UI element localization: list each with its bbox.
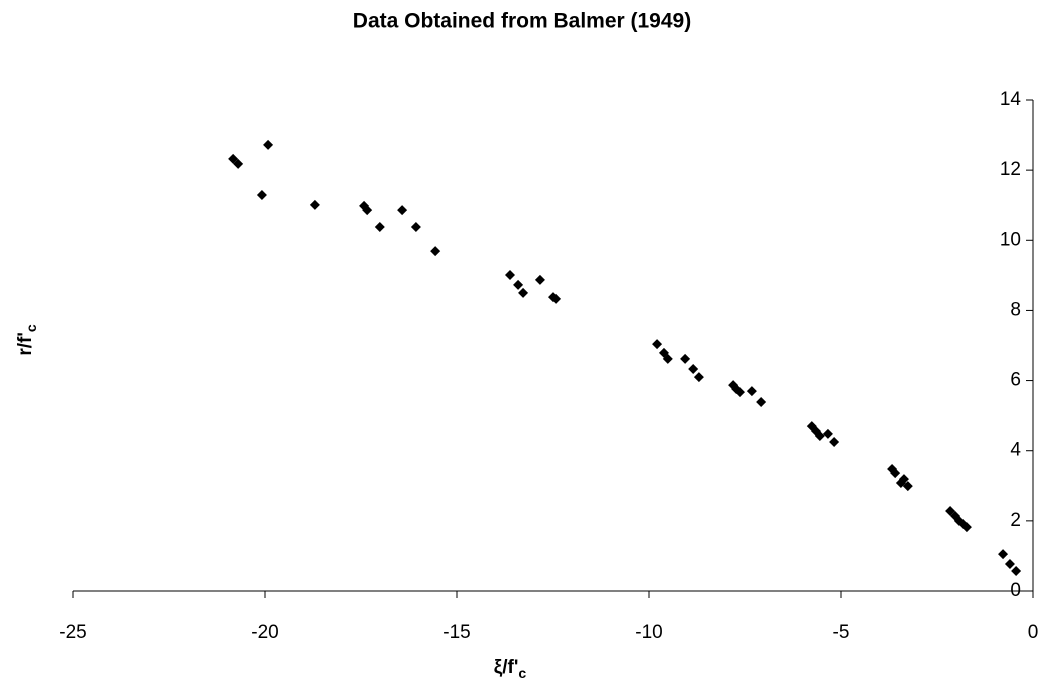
point (309, 199, 320, 210)
y-tick-label: 14 (1000, 89, 1022, 110)
chart-title: Data Obtained from Balmer (1949) (353, 10, 691, 33)
point (735, 387, 746, 398)
y-tick-label: 4 (1010, 440, 1021, 461)
point (410, 221, 421, 232)
point (504, 270, 515, 281)
point (1011, 566, 1022, 577)
point (518, 287, 529, 298)
y-axis-label: r/f'c (15, 324, 39, 356)
point (898, 474, 909, 485)
point (1004, 558, 1015, 569)
point (693, 372, 704, 383)
point (945, 506, 956, 517)
y-axis-label-subscript: c (23, 324, 39, 332)
x-tick-label: -25 (59, 622, 86, 643)
point (961, 522, 972, 533)
point (688, 363, 699, 374)
y-axis-label-main: r/f' (15, 332, 36, 356)
point (822, 428, 833, 439)
point (814, 430, 825, 441)
point (746, 386, 757, 397)
point (233, 158, 244, 169)
y-tick-label: 12 (1000, 159, 1021, 180)
x-tick-label: 0 (1028, 622, 1039, 643)
point (534, 274, 545, 285)
point (362, 205, 373, 216)
y-tick-label: 6 (1010, 370, 1021, 391)
y-tick-label: 0 (1010, 580, 1021, 601)
x-axis-label: ξ/f'c (494, 657, 527, 681)
x-tick-label: -20 (251, 622, 278, 643)
point (513, 279, 524, 290)
x-tick-label: -15 (443, 622, 470, 643)
point (756, 396, 767, 407)
point (551, 293, 562, 304)
y-tick-label: 10 (1000, 229, 1021, 250)
x-axis-label-main: ξ/f' (494, 657, 519, 678)
x-tick-label: -5 (833, 622, 850, 643)
point (662, 353, 673, 364)
point (263, 139, 274, 150)
point (902, 481, 913, 492)
point (829, 436, 840, 447)
point (397, 205, 408, 216)
point (890, 468, 901, 479)
y-tick-label: 2 (1010, 510, 1021, 531)
point (430, 246, 441, 257)
point (652, 339, 663, 350)
y-tick-label: 8 (1010, 299, 1021, 320)
point (998, 549, 1009, 560)
x-tick-label: -10 (635, 622, 662, 643)
point (374, 221, 385, 232)
point (680, 353, 691, 364)
point (256, 190, 267, 201)
x-axis-label-subscript: c (518, 665, 526, 681)
